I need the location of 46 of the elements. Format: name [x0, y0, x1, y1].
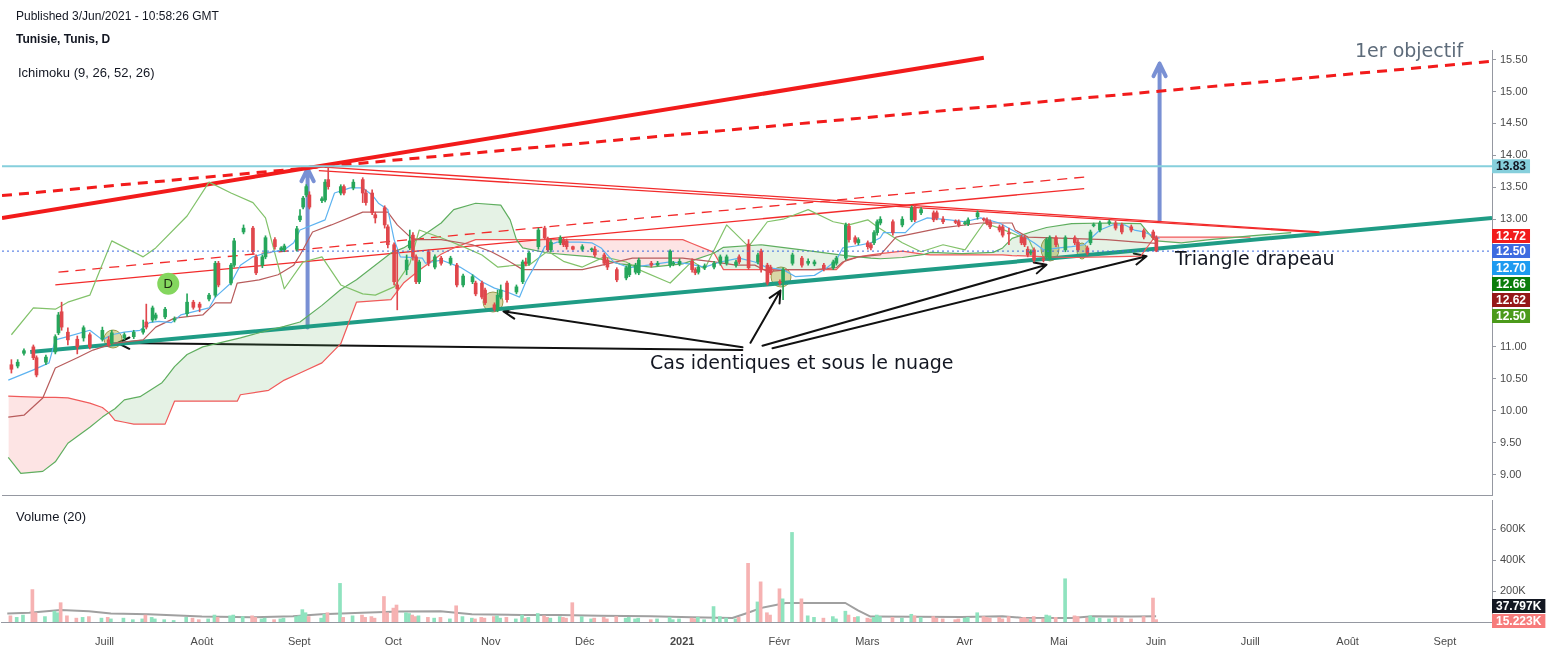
x-tick-label: Juill	[95, 634, 115, 647]
text: 12.66	[1496, 276, 1527, 291]
annotation: Triangle drapeau	[1174, 246, 1335, 269]
ref-line-label: 12.50	[1496, 243, 1527, 258]
x-tick-label: Août	[190, 634, 214, 647]
y-tick-label: 15.50	[1500, 52, 1528, 65]
text: 15.223K	[1496, 613, 1542, 628]
annotation: D	[163, 275, 173, 291]
x-tick-label: Nov	[480, 634, 501, 647]
x-tick-label: Juill	[1240, 634, 1260, 647]
x-tick-label: Déc	[575, 634, 596, 647]
y-tick-label: 10.50	[1500, 371, 1528, 384]
ref-line-label: 13.83	[1496, 159, 1527, 174]
x-tick-label: Juin	[1146, 634, 1167, 647]
text: 12.72	[1496, 228, 1527, 243]
text: Published 3/Jun/2021 - 10:58:26 GMT	[16, 9, 220, 24]
x-tick-label: Avr	[956, 634, 974, 647]
x-tick-label: Févr	[768, 634, 791, 647]
annotation: Cas identiques et sous le nuage	[650, 350, 954, 373]
x-tick-label: Oct	[384, 634, 402, 647]
y-tick-label: 11.00	[1500, 339, 1527, 352]
x-tick-label: Mars	[855, 634, 881, 647]
text: 12.70	[1496, 260, 1527, 275]
text: Volume (20)	[16, 508, 87, 524]
x-tick-label: 2021	[669, 634, 695, 647]
text: 12.50	[1496, 308, 1527, 323]
x-tick-label: Mai	[1049, 634, 1068, 647]
y-tick-label: 9.50	[1500, 435, 1522, 448]
x-tick-label: Sept	[1433, 634, 1457, 647]
chart-title: Tunisie, Tunis, D	[16, 32, 111, 47]
text: 37.797K	[1496, 598, 1542, 613]
annotation: 1er objectif	[1355, 38, 1465, 61]
y-tick-label: 400K	[1500, 553, 1527, 566]
y-tick-label: 9.00	[1500, 467, 1522, 480]
x-tick-label: Août	[1336, 634, 1359, 647]
y-tick-label: 200K	[1500, 584, 1527, 597]
text: 12.62	[1496, 292, 1527, 307]
y-tick-label: 600K	[1500, 522, 1527, 535]
y-tick-label: 10.00	[1500, 403, 1528, 416]
text: Ichimoku (9, 26, 52, 26)	[18, 64, 155, 80]
y-tick-label: 14.50	[1500, 116, 1528, 129]
y-tick-label: 14.00	[1500, 148, 1528, 161]
x-tick-label: Sept	[287, 634, 311, 647]
y-tick-label: 15.00	[1500, 84, 1528, 97]
y-tick-label: 13.50	[1500, 180, 1528, 193]
y-tick-label: 13.00	[1500, 212, 1528, 225]
